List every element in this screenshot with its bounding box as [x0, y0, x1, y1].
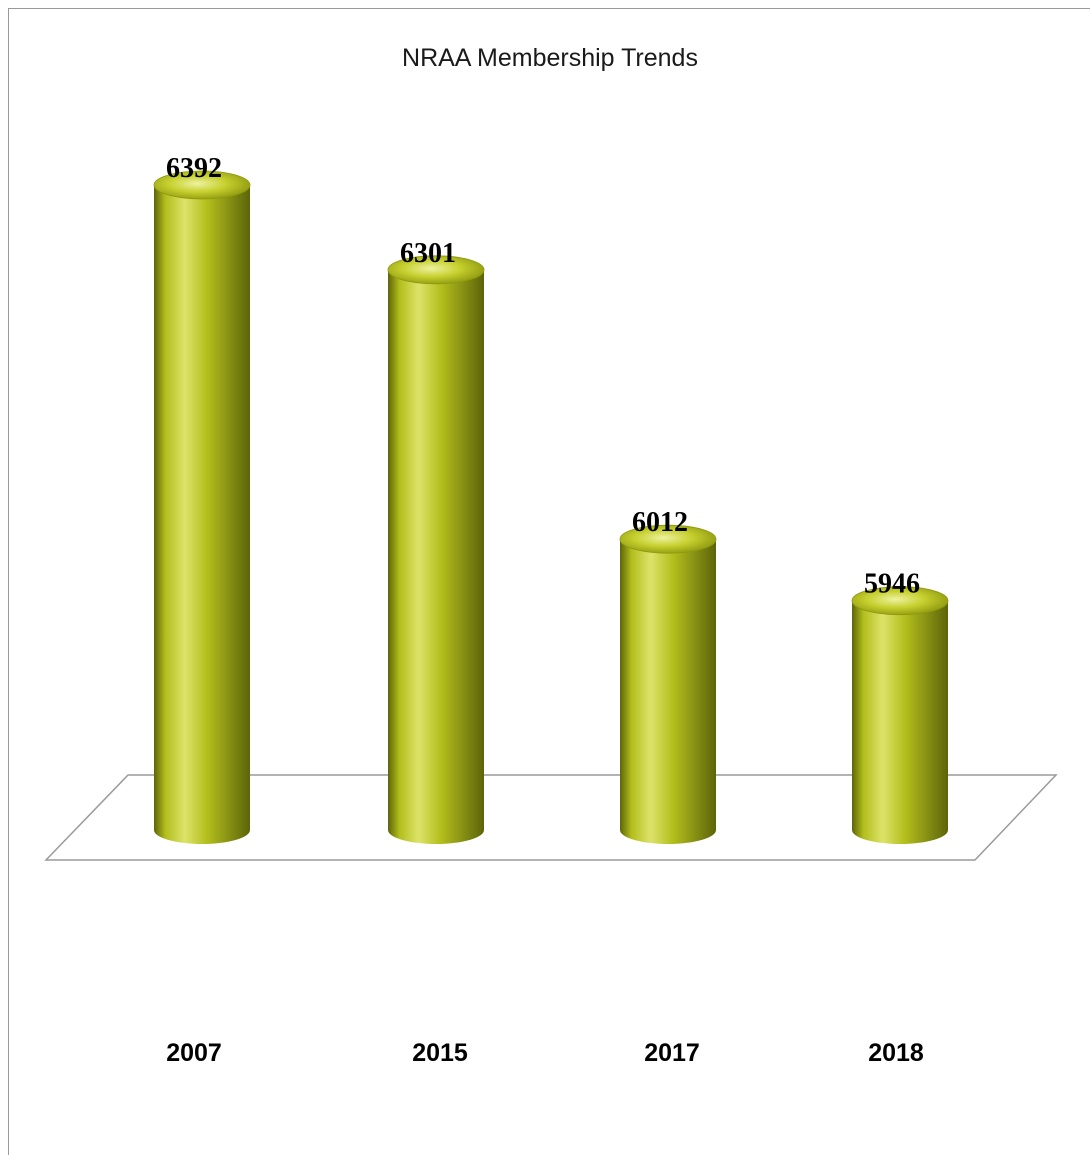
- data-label-2017: 6012: [632, 507, 688, 538]
- bar-cap-2017: [619, 524, 717, 554]
- bar-2015: [387, 255, 485, 845]
- bar-body-2007: [154, 185, 250, 844]
- x-axis-tick-labels: 2007 2015 2017 2018: [166, 1039, 924, 1067]
- x-tick-label-2007: 2007: [166, 1039, 222, 1067]
- bar-body-2015: [388, 269, 484, 845]
- x-tick-label-2017: 2017: [644, 1039, 700, 1067]
- data-label-2007: 6392: [166, 153, 222, 184]
- chart-title: NRAA Membership Trends: [402, 44, 698, 72]
- bar-body-2017: [620, 539, 716, 844]
- bar-cap-2018: [851, 586, 949, 616]
- bar-2007: [153, 170, 251, 844]
- data-labels-group: 6392 6301 6012 5946: [166, 153, 920, 600]
- data-label-2015: 6301: [400, 238, 456, 269]
- bar-cap-2007: [153, 170, 251, 200]
- bar-2018: [851, 586, 949, 844]
- x-tick-label-2018: 2018: [868, 1039, 924, 1067]
- bar-body-2018: [852, 600, 948, 844]
- x-tick-label-2015: 2015: [412, 1039, 468, 1067]
- chart-floor: [44, 774, 1058, 861]
- bars-group: [153, 170, 949, 845]
- bar-cap-2015: [387, 255, 485, 285]
- bar-2017: [619, 524, 717, 844]
- data-label-2018: 5946: [864, 569, 920, 600]
